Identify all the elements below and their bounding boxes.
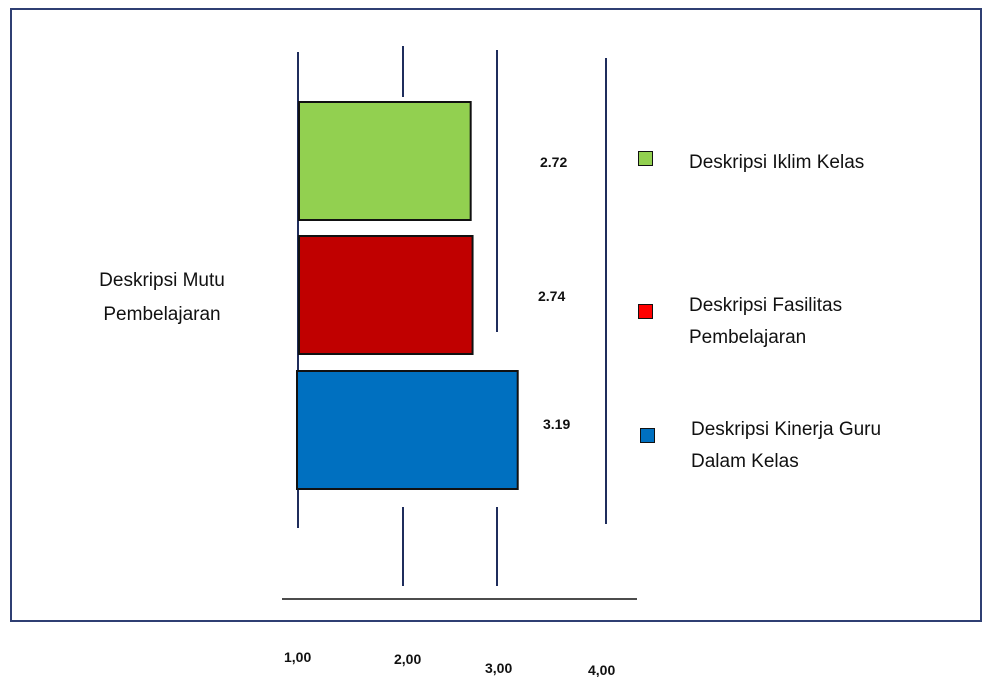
value-labels: 2.72 2.74 3.19 bbox=[538, 154, 570, 432]
legend-label: Deskripsi Kinerja Guru Dalam Kelas bbox=[691, 419, 882, 472]
legend-swatch-iklim-kelas bbox=[638, 151, 653, 166]
value-label-2: 2.74 bbox=[538, 288, 565, 304]
legend-item-iklim-kelas: Deskripsi Iklim Kelas bbox=[638, 147, 929, 179]
x-tick-label-2: 2,00 bbox=[394, 651, 421, 667]
x-tick-labels: 1,00 2,00 3,00 4,00 bbox=[284, 649, 615, 677]
legend-item-kinerja-guru: Deskripsi Kinerja Guru Dalam Kelas bbox=[640, 414, 931, 478]
legend-label: Deskripsi Iklim Kelas bbox=[689, 152, 865, 173]
bar-2 bbox=[298, 235, 474, 355]
legend-swatch-fasilitas-pembelajaran bbox=[638, 304, 653, 319]
y-axis-label: Deskripsi Mutu Pembelajaran bbox=[99, 270, 225, 325]
bar-1 bbox=[298, 101, 472, 221]
x-tick-label-3: 3,00 bbox=[485, 660, 512, 676]
bar-3 bbox=[296, 370, 519, 490]
legend-swatch-kinerja-guru bbox=[640, 428, 655, 443]
x-tick-label-1: 1,00 bbox=[284, 649, 311, 665]
chart-frame bbox=[10, 8, 982, 622]
x-tick-label-4: 4,00 bbox=[588, 662, 615, 677]
legend-item-fasilitas-pembelajaran: Deskripsi Fasilitas Pembelajaran bbox=[638, 290, 859, 354]
bars bbox=[296, 101, 519, 490]
value-label-3: 3.19 bbox=[543, 416, 570, 432]
value-label-1: 2.72 bbox=[540, 154, 567, 170]
legend-label: Deskripsi Fasilitas Pembelajaran bbox=[689, 295, 843, 348]
